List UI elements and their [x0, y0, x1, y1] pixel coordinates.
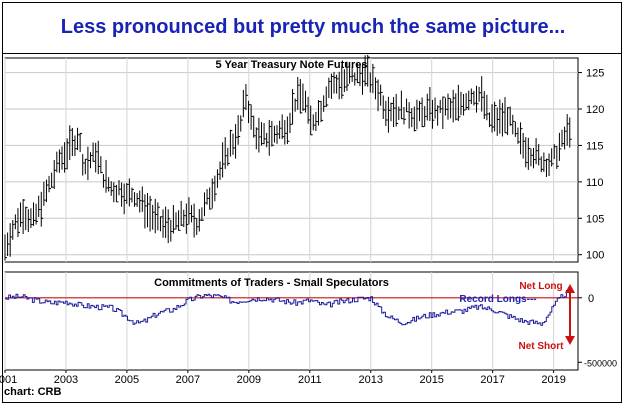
annotation-net-long: Net Long [519, 281, 562, 292]
cot-y-tick-label: -500000 [584, 358, 617, 368]
price-y-tick-label: 100 [586, 250, 604, 262]
annotation-record-longs: Record Longs--- [459, 294, 536, 305]
price-y-tick-label: 125 [586, 68, 604, 80]
net-arrow-head-up [565, 284, 575, 293]
net-arrow-head-down [565, 336, 575, 345]
cot-chart-title: Commitments of Traders - Small Speculato… [154, 277, 389, 289]
price-y-tick-label: 115 [586, 140, 604, 152]
x-tick-label: 2011 [298, 374, 322, 386]
x-tick-label: 2019 [541, 374, 565, 386]
x-tick-label: 2003 [54, 374, 78, 386]
x-tick-label: 2009 [237, 374, 261, 386]
x-tick-label: 2007 [176, 374, 200, 386]
price-bars [4, 54, 572, 261]
x-tick-label: 2001 [0, 374, 17, 386]
annotation-net-short: Net Short [519, 341, 565, 352]
cot-series-line [5, 287, 573, 326]
price-y-tick-label: 120 [586, 104, 604, 116]
chart-frame [2, 2, 622, 403]
x-tick-label: 2015 [419, 374, 443, 386]
x-tick-label: 2013 [359, 374, 383, 386]
price-y-tick-label: 105 [586, 213, 604, 225]
chart-source: chart: CRB [4, 386, 62, 398]
price-y-tick-label: 110 [586, 177, 604, 189]
x-tick-label: 2017 [480, 374, 504, 386]
x-tick-label: 2005 [115, 374, 139, 386]
headline: Less pronounced but pretty much the same… [60, 16, 566, 38]
headline-box: Less pronounced but pretty much the same… [2, 2, 622, 54]
cot-y-tick-label: 0 [588, 293, 594, 305]
price-chart-title: 5 Year Treasury Note Futures [215, 59, 367, 71]
